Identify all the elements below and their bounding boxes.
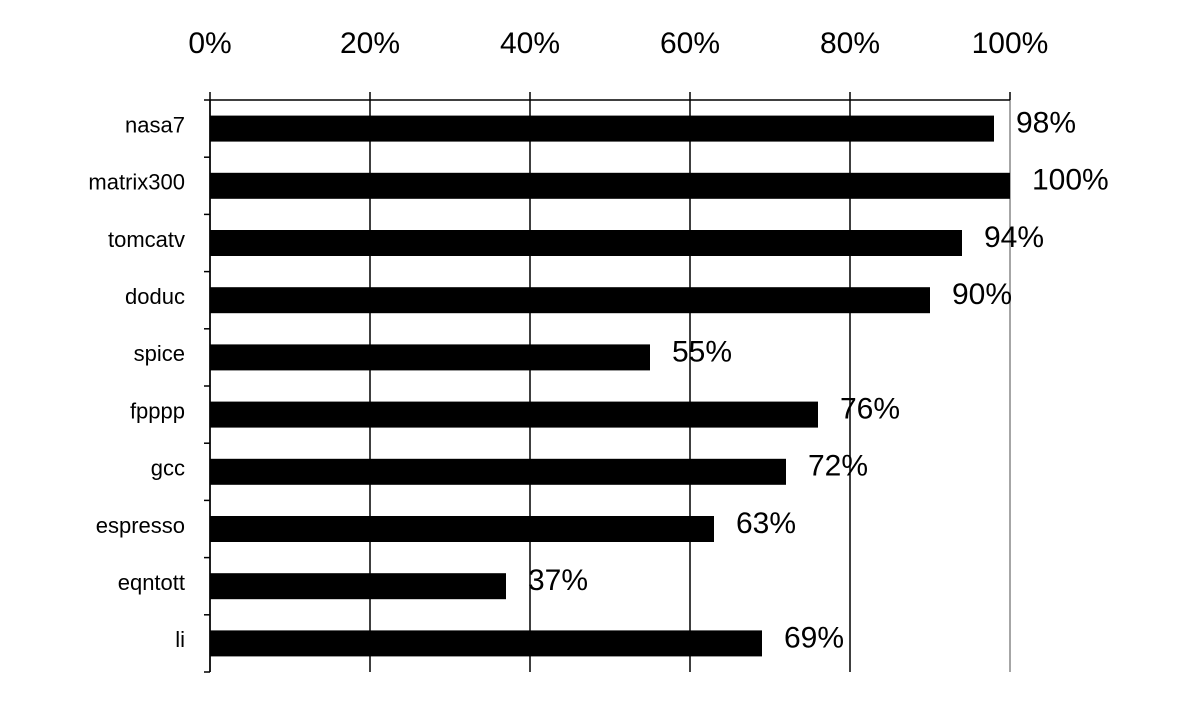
bar (210, 344, 650, 371)
x-tick-label: 60% (660, 27, 720, 60)
bar (210, 115, 994, 142)
bar (210, 516, 714, 542)
value-label: 100% (1032, 164, 1109, 197)
bar (210, 458, 786, 485)
y-tick-label: eqntott (118, 570, 185, 595)
bar (210, 230, 962, 256)
value-label: 90% (952, 278, 1012, 311)
y-tick-label: spice (134, 341, 185, 366)
x-tick-label: 0% (188, 27, 231, 60)
bar (210, 172, 1010, 199)
x-tick-label: 40% (500, 27, 560, 60)
y-tick-label: tomcatv (108, 227, 185, 252)
value-label: 69% (784, 621, 844, 654)
y-tick-label: li (175, 627, 185, 652)
value-label: 55% (672, 335, 732, 368)
y-tick-label: nasa7 (125, 112, 185, 137)
y-tick-label: doduc (125, 284, 185, 309)
value-label: 98% (1016, 107, 1076, 140)
value-label: 63% (736, 507, 796, 540)
value-label: 37% (528, 564, 588, 597)
bar (210, 287, 930, 314)
value-label: 76% (840, 393, 900, 426)
x-tick-label: 80% (820, 27, 880, 60)
value-label: 72% (808, 450, 868, 483)
bar (210, 630, 762, 657)
y-tick-label: espresso (96, 513, 185, 538)
x-tick-label: 100% (972, 27, 1049, 60)
value-label: 94% (984, 221, 1044, 254)
y-tick-label: gcc (151, 456, 185, 481)
y-tick-label: matrix300 (88, 170, 185, 195)
x-tick-label: 20% (340, 27, 400, 60)
bar (210, 573, 506, 600)
bar (210, 401, 818, 428)
y-tick-label: fpppp (130, 398, 185, 423)
